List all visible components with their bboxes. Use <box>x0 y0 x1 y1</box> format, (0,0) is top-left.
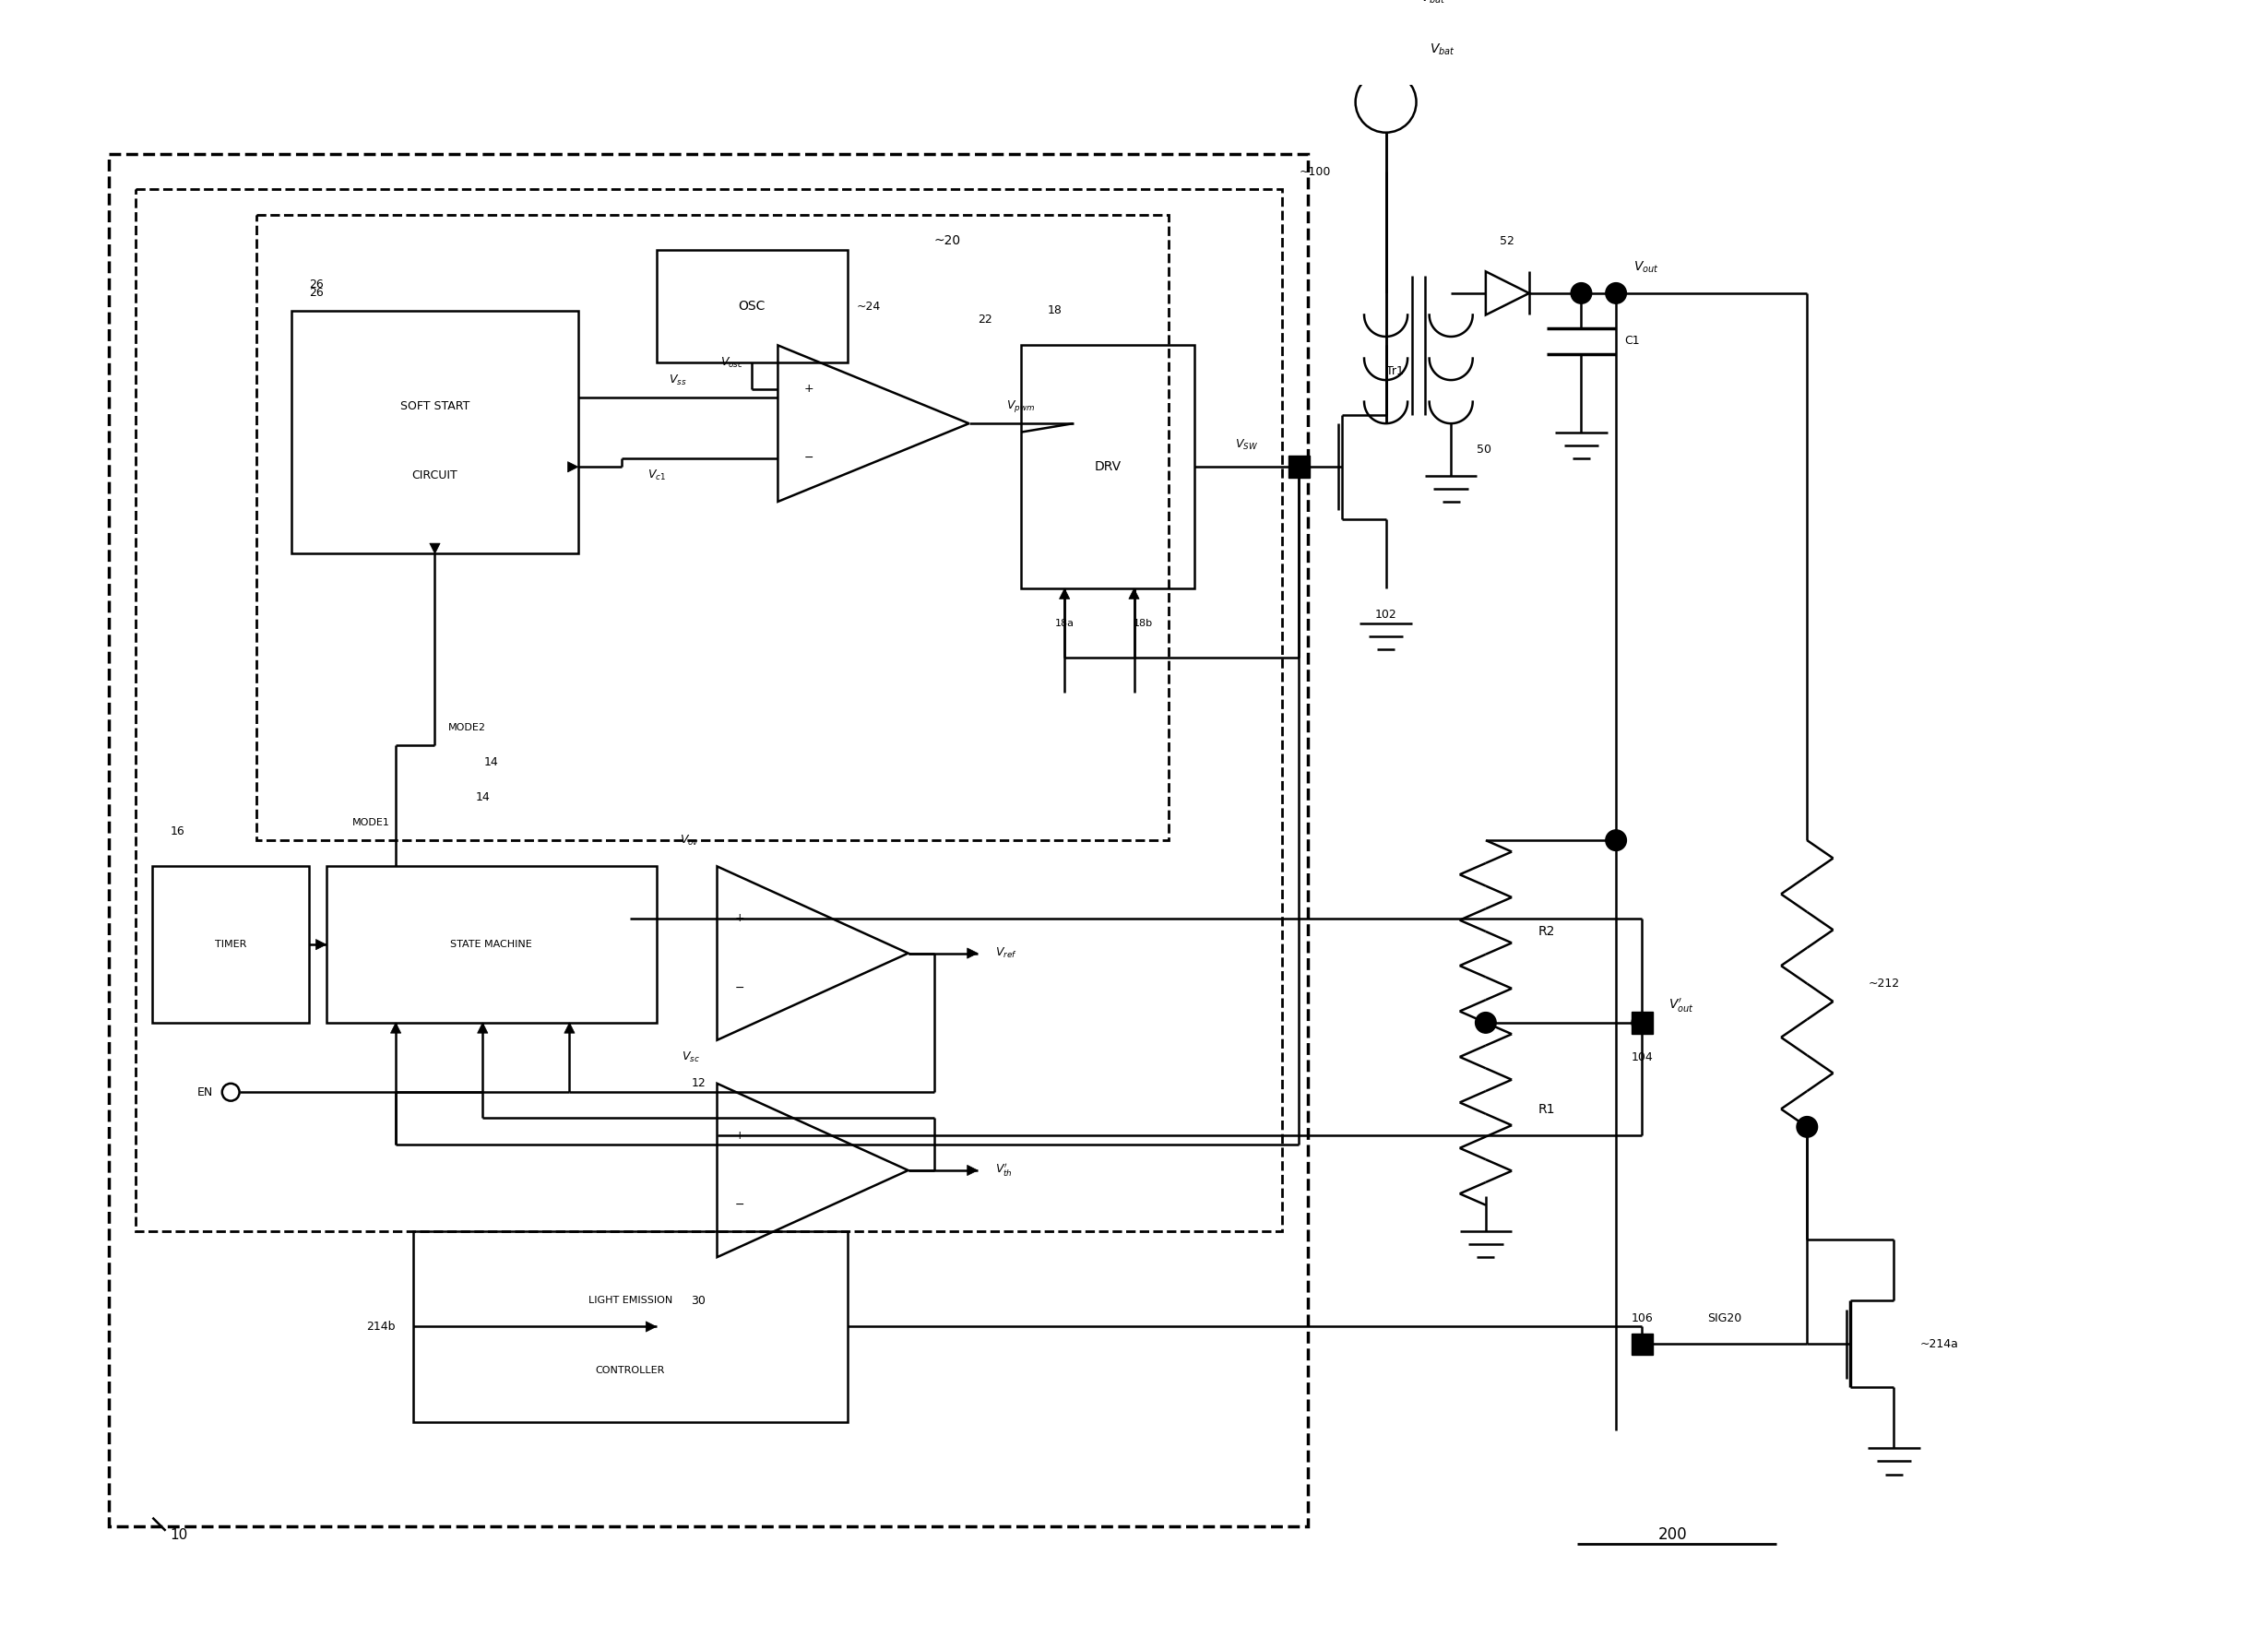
Text: 22: 22 <box>978 313 991 326</box>
Text: 14: 14 <box>476 791 490 802</box>
Text: 50: 50 <box>1476 444 1492 455</box>
Text: ~100: ~100 <box>1300 165 1331 178</box>
Text: LIGHT EMISSION: LIGHT EMISSION <box>587 1297 671 1305</box>
Text: 16: 16 <box>170 825 184 838</box>
Text: 18: 18 <box>1048 304 1061 316</box>
Text: $V_{ov}$: $V_{ov}$ <box>680 833 701 848</box>
Text: −: − <box>803 452 814 465</box>
Polygon shape <box>565 1023 574 1033</box>
Text: $V_{bat}$: $V_{bat}$ <box>1429 43 1454 57</box>
Bar <box>327 866 655 1023</box>
Circle shape <box>1474 1012 1497 1033</box>
Bar <box>152 866 308 1023</box>
Text: R1: R1 <box>1538 1103 1556 1116</box>
Text: $V_{SW}$: $V_{SW}$ <box>1236 439 1259 452</box>
Text: STATE MACHINE: STATE MACHINE <box>451 940 533 949</box>
Text: 200: 200 <box>1658 1527 1687 1544</box>
Text: CONTROLLER: CONTROLLER <box>596 1365 665 1375</box>
Circle shape <box>1572 283 1592 303</box>
Polygon shape <box>966 948 978 958</box>
Text: $V_{c1}$: $V_{c1}$ <box>649 468 667 483</box>
Text: +: + <box>735 912 744 925</box>
Text: $V_{out}'$: $V_{out}'$ <box>1669 997 1694 1015</box>
Text: MODE2: MODE2 <box>447 724 485 732</box>
Text: SOFT START: SOFT START <box>399 399 469 413</box>
Text: DRV: DRV <box>1095 460 1120 473</box>
Polygon shape <box>1059 588 1070 599</box>
Text: ~212: ~212 <box>1869 977 1898 990</box>
Text: $V_{ss}$: $V_{ss}$ <box>669 373 687 386</box>
Polygon shape <box>1129 588 1139 599</box>
Circle shape <box>1606 283 1626 303</box>
Bar <box>293 311 578 553</box>
Text: −: − <box>735 982 744 994</box>
Text: +: + <box>803 383 814 395</box>
Text: MODE1: MODE1 <box>352 818 390 828</box>
Text: 30: 30 <box>692 1295 705 1306</box>
Text: 102: 102 <box>1374 609 1397 620</box>
Text: SIG20: SIG20 <box>1708 1311 1742 1324</box>
Text: 18b: 18b <box>1134 619 1152 629</box>
Text: $V_{pwm}$: $V_{pwm}$ <box>1007 398 1036 414</box>
Text: 12: 12 <box>692 1077 705 1090</box>
Text: 106: 106 <box>1631 1311 1653 1324</box>
Polygon shape <box>646 1321 655 1333</box>
Polygon shape <box>567 462 578 471</box>
Text: $V_{osc}$: $V_{osc}$ <box>719 355 744 370</box>
Text: C1: C1 <box>1624 336 1640 347</box>
Circle shape <box>1796 1116 1817 1138</box>
Bar <box>1288 457 1311 478</box>
Bar <box>136 188 1281 1231</box>
Bar <box>1021 345 1195 588</box>
Bar <box>256 214 1168 840</box>
Text: $V_{ref}$: $V_{ref}$ <box>996 946 1016 961</box>
Circle shape <box>1606 830 1626 851</box>
Text: −: − <box>735 1198 744 1211</box>
Circle shape <box>1631 1012 1653 1033</box>
Polygon shape <box>429 543 440 553</box>
Bar <box>413 1231 848 1423</box>
Text: $V_{out}$: $V_{out}$ <box>1633 260 1658 275</box>
Text: Tr1: Tr1 <box>1386 365 1404 378</box>
Text: 26: 26 <box>308 286 324 300</box>
Bar <box>1631 1012 1653 1033</box>
Polygon shape <box>476 1023 488 1033</box>
Text: CIRCUIT: CIRCUIT <box>413 470 458 481</box>
Text: 214b: 214b <box>367 1321 397 1333</box>
Text: R2: R2 <box>1538 925 1556 938</box>
Bar <box>109 154 1309 1526</box>
Text: $V_{th}'$: $V_{th}'$ <box>996 1162 1012 1179</box>
Text: 26: 26 <box>308 278 324 290</box>
Text: ~24: ~24 <box>855 300 880 313</box>
Polygon shape <box>966 1166 978 1175</box>
Text: 18a: 18a <box>1055 619 1075 629</box>
Text: 14: 14 <box>483 756 499 768</box>
Text: OSC: OSC <box>739 300 764 313</box>
Bar <box>655 250 848 363</box>
Text: 52: 52 <box>1499 236 1515 247</box>
Text: TIMER: TIMER <box>215 940 247 949</box>
Text: EN: EN <box>197 1087 213 1098</box>
Text: +: + <box>735 1130 744 1141</box>
Polygon shape <box>390 1023 401 1033</box>
Bar <box>1631 1333 1653 1355</box>
Text: 104: 104 <box>1631 1051 1653 1064</box>
Text: 10: 10 <box>170 1529 188 1542</box>
Text: $V_{bat}$: $V_{bat}$ <box>1420 0 1447 5</box>
Text: ~20: ~20 <box>934 234 962 247</box>
Polygon shape <box>315 940 327 949</box>
Text: ~214a: ~214a <box>1921 1337 1960 1351</box>
Text: $V_{sc}$: $V_{sc}$ <box>680 1051 701 1064</box>
